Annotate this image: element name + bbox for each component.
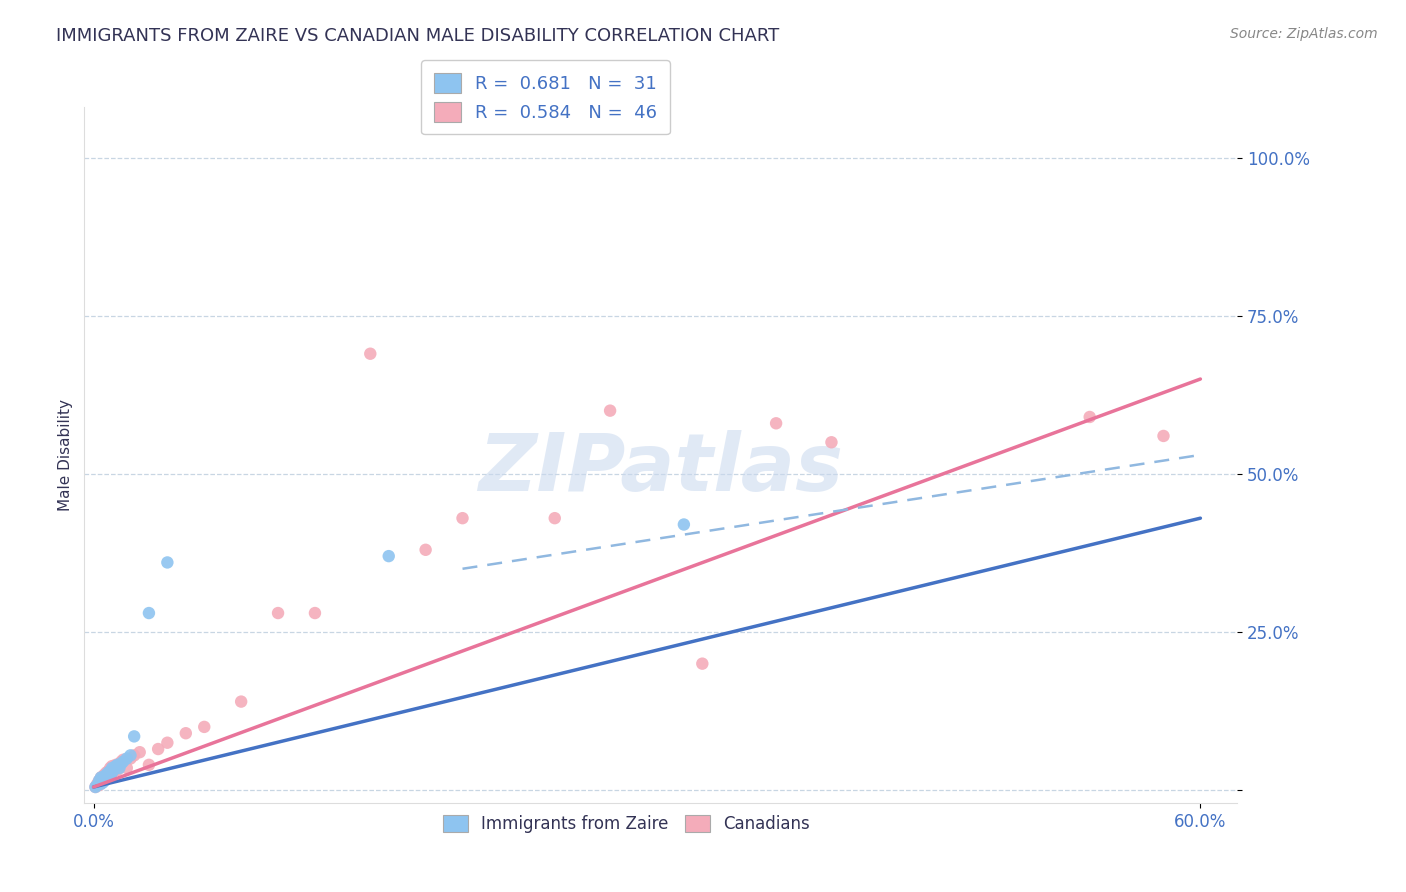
Point [84,780,107,794]
Point [97,769,120,783]
Point [101,765,124,780]
Point [765,417,787,431]
Point [86,777,108,791]
Point [98,761,121,775]
Point [107,763,129,777]
Point [101,761,124,775]
Point [415,542,437,557]
Point [97,764,120,779]
Point [1153,429,1175,443]
Point [87,778,110,792]
Point [87,777,110,791]
Point [174,726,197,740]
Point [128,745,150,759]
Y-axis label: Male Disability: Male Disability [58,399,73,511]
Point [87,773,110,788]
Point [231,695,253,709]
Point [120,751,142,765]
Point [359,347,381,361]
Point [104,757,127,772]
Point [90,777,112,791]
Point [110,755,132,769]
Point [96,767,118,781]
Point [377,549,399,563]
Point [108,756,131,771]
Text: Source: ZipAtlas.com: Source: ZipAtlas.com [1230,27,1378,41]
Point [104,759,127,773]
Point [599,403,621,417]
Point [110,756,132,771]
Point [97,765,120,780]
Point [84,780,107,794]
Point [138,757,160,772]
Point [146,742,169,756]
Point [115,751,138,765]
Point [98,769,121,783]
Text: ZIPatlas: ZIPatlas [478,430,844,508]
Point [90,771,112,785]
Point [122,730,145,744]
Point [156,556,179,570]
Point [96,772,118,786]
Point [112,753,135,767]
Point [108,761,131,775]
Legend: Immigrants from Zaire, Canadians: Immigrants from Zaire, Canadians [433,805,820,843]
Point [451,511,474,525]
Point [138,606,160,620]
Point [103,763,125,777]
Point [86,778,108,792]
Point [93,773,115,788]
Point [103,764,125,779]
Point [820,435,842,450]
Point [91,769,114,783]
Point [93,769,115,783]
Point [193,720,215,734]
Point [93,772,115,786]
Point [672,517,695,532]
Point [93,767,115,781]
Point [91,773,114,788]
Point [544,511,567,525]
Point [267,606,290,620]
Point [91,775,114,789]
Point [107,757,129,772]
Point [98,767,121,781]
Text: IMMIGRANTS FROM ZAIRE VS CANADIAN MALE DISABILITY CORRELATION CHART: IMMIGRANTS FROM ZAIRE VS CANADIAN MALE D… [56,27,779,45]
Point [90,771,112,785]
Point [304,606,326,620]
Point [98,764,121,779]
Point [112,755,135,769]
Point [96,771,118,785]
Point [96,765,118,780]
Point [115,761,138,775]
Point [120,748,142,763]
Point [101,759,124,773]
Point [1078,409,1101,424]
Point [692,657,714,671]
Point [91,772,114,786]
Point [87,773,110,788]
Point [90,775,112,789]
Point [156,736,179,750]
Point [97,771,120,785]
Point [122,748,145,763]
Point [101,765,124,780]
